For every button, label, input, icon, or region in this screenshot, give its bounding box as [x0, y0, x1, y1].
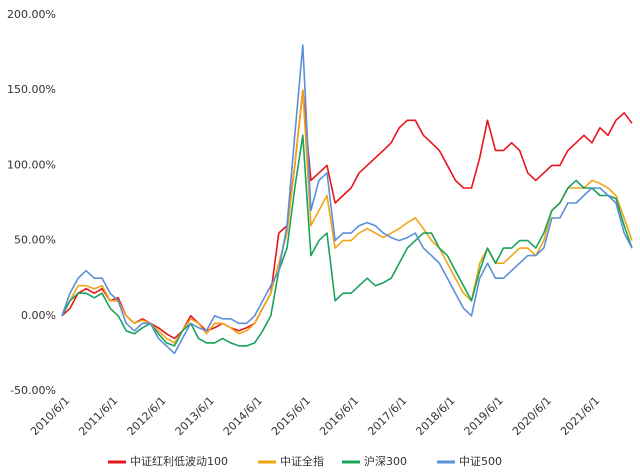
y-tick-label: 200.00% — [7, 8, 56, 21]
y-tick-label: 0.00% — [21, 309, 56, 322]
x-tick-label: 2020/6/1 — [510, 394, 554, 438]
x-tick-label: 2011/6/1 — [76, 394, 120, 438]
x-tick-label: 2010/6/1 — [28, 394, 72, 438]
legend-label: 沪深300 — [364, 454, 407, 468]
x-tick-label: 2019/6/1 — [462, 394, 506, 438]
y-tick-label: 100.00% — [7, 158, 56, 171]
x-tick-label: 2012/6/1 — [125, 394, 169, 438]
y-tick-label: -50.00% — [10, 384, 56, 397]
x-tick-label: 2016/6/1 — [317, 394, 361, 438]
x-tick-label: 2018/6/1 — [413, 394, 457, 438]
x-tick-label: 2013/6/1 — [173, 394, 217, 438]
x-tick-label: 2017/6/1 — [365, 394, 409, 438]
legend-label: 中证全指 — [280, 454, 324, 468]
series-line — [61, 89, 633, 344]
series-line — [61, 134, 633, 347]
series-line — [61, 44, 633, 355]
legend-label: 中证红利低波动100 — [130, 455, 228, 468]
legend-label: 中证500 — [459, 455, 502, 468]
series-line — [61, 89, 633, 340]
x-tick-label: 2021/6/1 — [558, 394, 602, 438]
y-tick-label: 50.00% — [14, 234, 56, 247]
y-tick-label: 150.00% — [7, 83, 56, 96]
x-tick-label: 2014/6/1 — [221, 394, 265, 438]
x-tick-label: 2015/6/1 — [269, 394, 313, 438]
